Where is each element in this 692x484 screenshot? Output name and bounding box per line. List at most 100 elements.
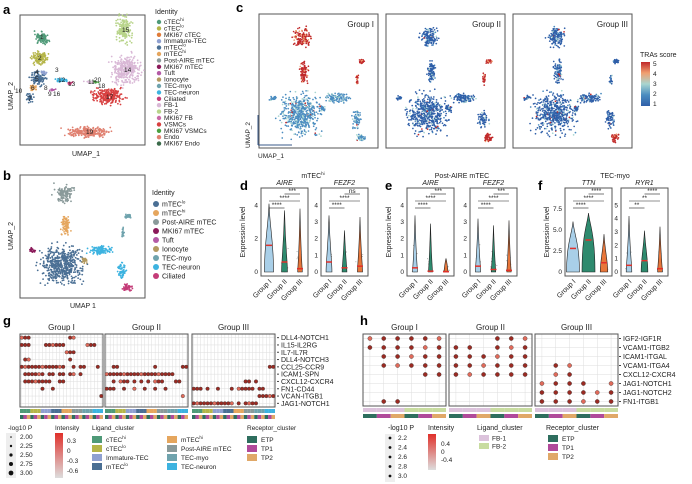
umap-point — [26, 92, 29, 95]
umap-point — [283, 107, 286, 109]
umap-point — [115, 75, 118, 78]
umap-point — [444, 110, 447, 113]
umap-point — [116, 92, 119, 95]
umap-point — [291, 124, 293, 127]
umap-point — [47, 247, 50, 250]
umap-point — [431, 107, 433, 110]
umap-point — [104, 96, 106, 99]
umap-point — [39, 258, 42, 261]
umap-point — [75, 264, 78, 267]
umap-point — [287, 104, 290, 107]
cluster-label-14: 14 — [124, 67, 132, 74]
umap-point — [459, 98, 462, 101]
umap-point — [121, 270, 124, 273]
umap-point — [72, 135, 75, 138]
umap-point — [417, 107, 420, 110]
umap-point — [50, 263, 53, 265]
umap-point — [430, 113, 433, 115]
umap-point — [85, 260, 88, 262]
umap-point — [76, 257, 79, 260]
umap-point — [342, 95, 345, 97]
umap-point — [289, 102, 292, 105]
umap-point — [83, 262, 86, 265]
umap-point — [137, 77, 139, 80]
umap-point — [308, 105, 311, 108]
umap-point — [48, 266, 51, 269]
umap-point — [65, 268, 68, 270]
umap-point — [89, 81, 92, 83]
umap-point — [131, 77, 134, 80]
umap-point — [303, 118, 305, 120]
umap-point — [131, 67, 133, 70]
umap-point — [430, 36, 433, 39]
umap-point — [439, 118, 441, 121]
panel-label-e: e — [385, 178, 392, 193]
umap-point — [36, 269, 39, 272]
umap-point — [554, 44, 556, 46]
umap-point — [425, 120, 427, 123]
umap-point — [487, 60, 489, 63]
umap-point — [302, 121, 305, 124]
umap-point — [120, 264, 122, 267]
umap-point — [67, 187, 69, 190]
umap-point — [433, 109, 435, 112]
umap-point — [274, 117, 277, 120]
umap-point — [126, 13, 128, 16]
umap-point — [433, 72, 436, 75]
umap-point — [439, 129, 442, 131]
umap-point — [77, 277, 80, 280]
umap-point — [413, 132, 416, 135]
umap-point — [316, 101, 318, 104]
umap-point — [285, 114, 288, 117]
umap-point — [72, 265, 75, 267]
umap-point — [301, 135, 304, 137]
umap-point — [439, 120, 442, 123]
umap-point — [425, 28, 428, 31]
umap-point — [39, 63, 42, 66]
umap-point — [425, 102, 428, 105]
umap-point — [296, 124, 299, 126]
umap-point — [137, 79, 140, 82]
umap-point — [299, 125, 302, 128]
umap-point — [140, 74, 142, 77]
umap-point — [551, 37, 554, 40]
umap-point — [318, 109, 321, 112]
umap-point — [95, 132, 98, 135]
umap-point — [115, 97, 118, 100]
umap-point — [116, 83, 119, 86]
umap-point — [33, 64, 36, 66]
umap-point — [320, 109, 323, 112]
umap-point — [308, 35, 311, 37]
umap-point — [309, 114, 312, 117]
umap-point — [67, 233, 69, 236]
umap-point — [337, 95, 339, 98]
umap-point — [305, 110, 308, 113]
umap-point — [303, 96, 306, 99]
umap-point — [555, 32, 558, 35]
umap-point — [307, 65, 310, 68]
umap-point — [64, 275, 67, 278]
umap-point — [115, 35, 118, 38]
umap-point — [64, 190, 67, 193]
umap-point — [291, 36, 294, 39]
umap-point — [303, 115, 306, 118]
umap-point — [37, 77, 40, 80]
umap-a-points — [25, 13, 145, 139]
umap-point — [319, 96, 321, 99]
umap-point — [119, 87, 122, 90]
umap-point — [42, 40, 45, 43]
umap-point — [110, 71, 113, 74]
umap-point — [416, 103, 419, 105]
umap-point — [130, 36, 133, 39]
umap-point — [293, 39, 296, 41]
umap-point — [77, 134, 80, 137]
umap-point — [432, 36, 434, 39]
umap-point — [473, 95, 476, 98]
umap-point — [55, 260, 58, 263]
umap-point — [61, 223, 64, 226]
umap-point — [62, 267, 65, 270]
umap-point — [127, 284, 130, 287]
umap-point — [405, 114, 408, 116]
umap-point — [100, 134, 103, 137]
umap-point — [404, 109, 407, 111]
